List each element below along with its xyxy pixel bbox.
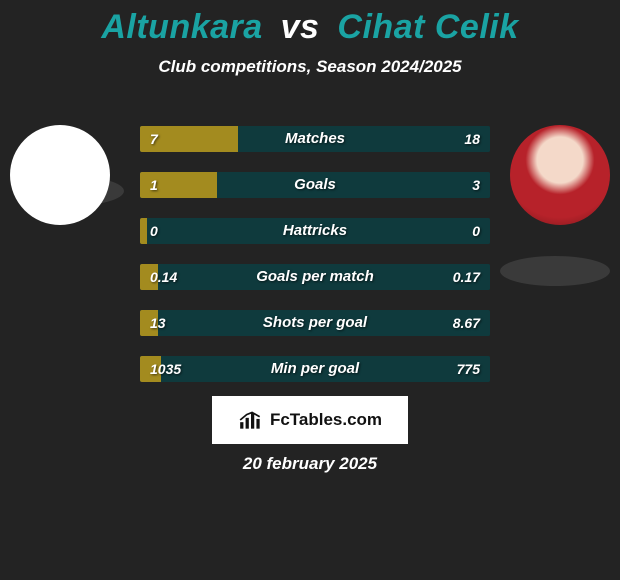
stat-row: 00Hattricks <box>140 218 490 244</box>
stat-label: Matches <box>140 126 490 152</box>
brand-text: FcTables.com <box>270 410 382 430</box>
stat-label: Goals <box>140 172 490 198</box>
vs-label: vs <box>281 8 320 46</box>
stat-label: Min per goal <box>140 356 490 382</box>
date-label: 20 february 2025 <box>0 454 620 474</box>
stats-panel: 718Matches 13Goals 00Hattricks 0.140.17Goal… <box>140 126 490 402</box>
stat-row: 1035775Min per goal <box>140 356 490 382</box>
stat-row: 718Matches <box>140 126 490 152</box>
player2-shadow <box>500 256 610 286</box>
stat-row: 13Goals <box>140 172 490 198</box>
stat-label: Hattricks <box>140 218 490 244</box>
player2-avatar <box>510 125 610 225</box>
stat-label: Shots per goal <box>140 310 490 336</box>
player2-name: Cihat Celik <box>337 8 518 46</box>
brand-chart-icon <box>238 409 264 431</box>
stat-label: Goals per match <box>140 264 490 290</box>
player1-avatar <box>10 125 110 225</box>
comparison-title: Altunkara vs Cihat Celik <box>0 0 620 47</box>
player1-name: Altunkara <box>101 8 262 46</box>
stat-row: 138.67Shots per goal <box>140 310 490 336</box>
stat-row: 0.140.17Goals per match <box>140 264 490 290</box>
brand-badge: FcTables.com <box>212 396 408 444</box>
subtitle: Club competitions, Season 2024/2025 <box>0 57 620 77</box>
